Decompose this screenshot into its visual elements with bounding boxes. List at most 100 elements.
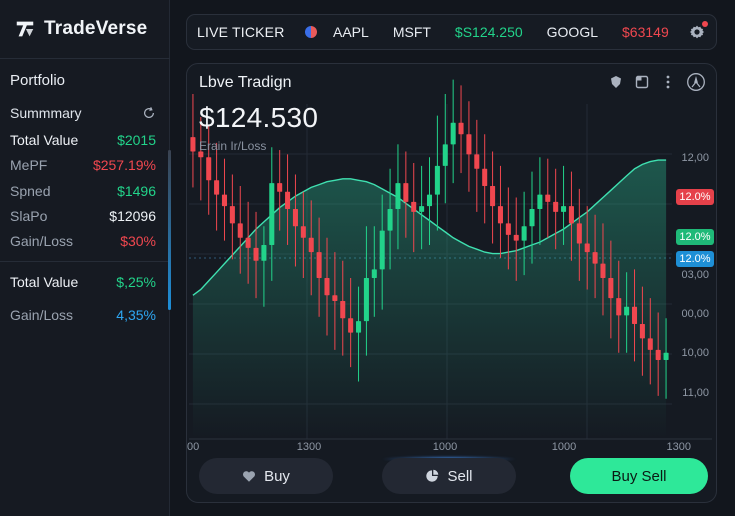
candle-body	[442, 144, 448, 166]
ticker-item[interactable]: $63149	[622, 24, 669, 40]
ticker-item[interactable]: AAPL	[333, 24, 369, 40]
candle-body	[340, 301, 346, 319]
buy-label: Buy	[264, 467, 290, 485]
candle-body	[482, 168, 488, 186]
summary-row[interactable]: Total Value $2015	[10, 132, 156, 148]
sell-button[interactable]: Sell	[382, 458, 516, 494]
settings-button[interactable]	[688, 21, 708, 41]
notification-dot	[702, 21, 708, 27]
candle-body	[316, 252, 322, 278]
candle-body	[245, 237, 251, 248]
x-axis-label: 1300	[667, 441, 691, 453]
brand-name: TradeVerse	[44, 18, 148, 39]
brand[interactable]: TradeVerse	[14, 18, 147, 40]
summary-row-value: $2015	[117, 132, 156, 148]
candle-body	[419, 206, 425, 212]
candle-body	[584, 243, 590, 253]
total-row[interactable]: Gain/Loss 4,35%	[10, 307, 156, 323]
candle-body	[553, 201, 559, 212]
gear-icon	[689, 25, 705, 39]
candle-body	[576, 223, 582, 244]
candle-body	[639, 324, 645, 339]
portfolio-title: Portfolio	[10, 72, 66, 89]
candle-body	[568, 206, 574, 224]
current-price: $124.530	[199, 102, 319, 133]
candle-body	[356, 321, 362, 333]
sidebar-divider	[0, 58, 170, 59]
candle-body	[497, 206, 503, 224]
candle-body	[324, 278, 330, 296]
candle-body	[600, 263, 606, 278]
candle-body	[426, 194, 433, 207]
summary-row-value: $1496	[117, 183, 156, 199]
candle-body	[403, 183, 409, 202]
candle-body	[198, 151, 204, 158]
y-axis-label: 03,00	[681, 269, 709, 281]
candle-body	[545, 194, 551, 202]
candle-body	[466, 134, 472, 155]
x-axis-label: 1000	[552, 441, 576, 453]
candle-body	[190, 137, 196, 152]
total-row[interactable]: Total Value $,25%	[10, 274, 156, 290]
summary-row[interactable]: SlaPo $12096	[10, 208, 156, 224]
ticker-status-icon	[305, 26, 317, 38]
candle-body	[277, 183, 283, 192]
price-badge-red: 12.0%	[676, 189, 714, 205]
candle-body	[655, 349, 661, 360]
ticker-item[interactable]: MSFT	[392, 24, 431, 40]
buy-sell-button[interactable]: Buy Sell	[570, 458, 708, 494]
candle-body	[237, 223, 243, 238]
candle-body	[229, 206, 235, 224]
live-ticker: LIVE TICKER AAPL MSFT $S124.250 GOOGL $6…	[186, 14, 717, 50]
ticker-item[interactable]: $S124.250	[454, 24, 523, 40]
pie-chart-icon	[426, 469, 439, 482]
tradeverse-logo-icon	[16, 21, 34, 37]
candle-body	[513, 234, 519, 241]
compass-icon[interactable]	[686, 72, 706, 92]
y-axis-label: 00,00	[681, 308, 709, 320]
candle-body	[537, 194, 543, 209]
summary-row[interactable]: Gain/Loss $30%	[10, 233, 156, 249]
candle-body	[285, 191, 291, 209]
candle-body	[490, 186, 496, 207]
sell-label: Sell	[447, 467, 473, 485]
candle-body	[608, 278, 614, 299]
y-axis-label: 12,00	[681, 152, 709, 164]
shield-icon[interactable]	[608, 74, 624, 90]
y-axis-label: 10,00	[681, 347, 709, 359]
summary-row[interactable]: MePF $257.19%	[10, 157, 156, 173]
candle-body	[300, 226, 306, 238]
summary-label: Summmary	[10, 105, 82, 121]
summary-row-label: SlaPo	[10, 208, 48, 224]
candle-body	[214, 180, 220, 195]
x-axis-label: 1300	[297, 441, 321, 453]
candlestick-chart[interactable]: 12,00 03,00 00,00 10,00 11,00 00 1300 1000 1000 1…	[187, 64, 717, 503]
candle-body	[261, 244, 267, 261]
gain-loss-label: Erain Ir/Loss	[199, 139, 267, 153]
buy-button[interactable]: Buy	[199, 458, 333, 494]
ticker-label: LIVE TICKER	[197, 24, 285, 40]
summary-row-value: $257.19%	[92, 157, 156, 173]
x-axis-label: 1000	[433, 441, 457, 453]
candle-body	[458, 122, 464, 135]
candle-body	[434, 165, 440, 195]
summary-row-label: MePF	[10, 157, 48, 173]
ticker-item[interactable]: GOOGL	[546, 24, 599, 40]
candle-body	[395, 183, 401, 209]
candle-body	[450, 122, 456, 145]
price-badge-green: 12.0%	[676, 229, 714, 245]
candle-body	[631, 306, 638, 324]
summary-row[interactable]: Spned $1496	[10, 183, 156, 199]
candle-body	[592, 252, 598, 264]
total-row-label: Total Value	[10, 274, 79, 290]
sidebar-scrollbar-thumb[interactable]	[168, 150, 171, 310]
candle-body	[253, 247, 259, 261]
summary-row-value: $30%	[120, 233, 156, 249]
more-options-icon[interactable]	[660, 74, 676, 90]
window-icon[interactable]	[634, 74, 650, 90]
candle-body	[474, 154, 480, 169]
summary-row-label: Spned	[10, 183, 51, 199]
candle-body	[379, 230, 385, 270]
candle-body	[308, 237, 314, 253]
refresh-icon[interactable]	[142, 106, 156, 120]
